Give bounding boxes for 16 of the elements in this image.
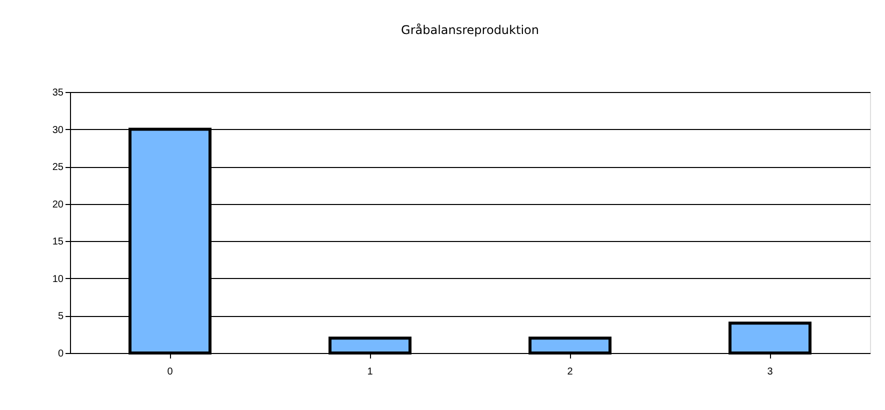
x-tick-label: 0 — [167, 366, 174, 378]
y-tick-label: 5 — [58, 311, 64, 322]
bar — [728, 322, 812, 354]
y-tick-label: 30 — [52, 124, 64, 136]
y-tick-label: 0 — [58, 348, 64, 360]
x-tick-label: 1 — [367, 366, 374, 378]
x-tick-label: 2 — [567, 366, 574, 378]
y-tick-label: 35 — [52, 88, 64, 98]
bar — [528, 336, 612, 354]
y-tick-label: 15 — [52, 236, 64, 248]
x-tick-label: 3 — [767, 366, 774, 378]
bar — [328, 336, 412, 354]
y-tick-label: 20 — [52, 199, 64, 210]
y-tick-label: 25 — [52, 162, 64, 174]
chart-title: Gråbalansreproduktion — [401, 23, 539, 37]
y-tick-label: 10 — [52, 274, 64, 285]
